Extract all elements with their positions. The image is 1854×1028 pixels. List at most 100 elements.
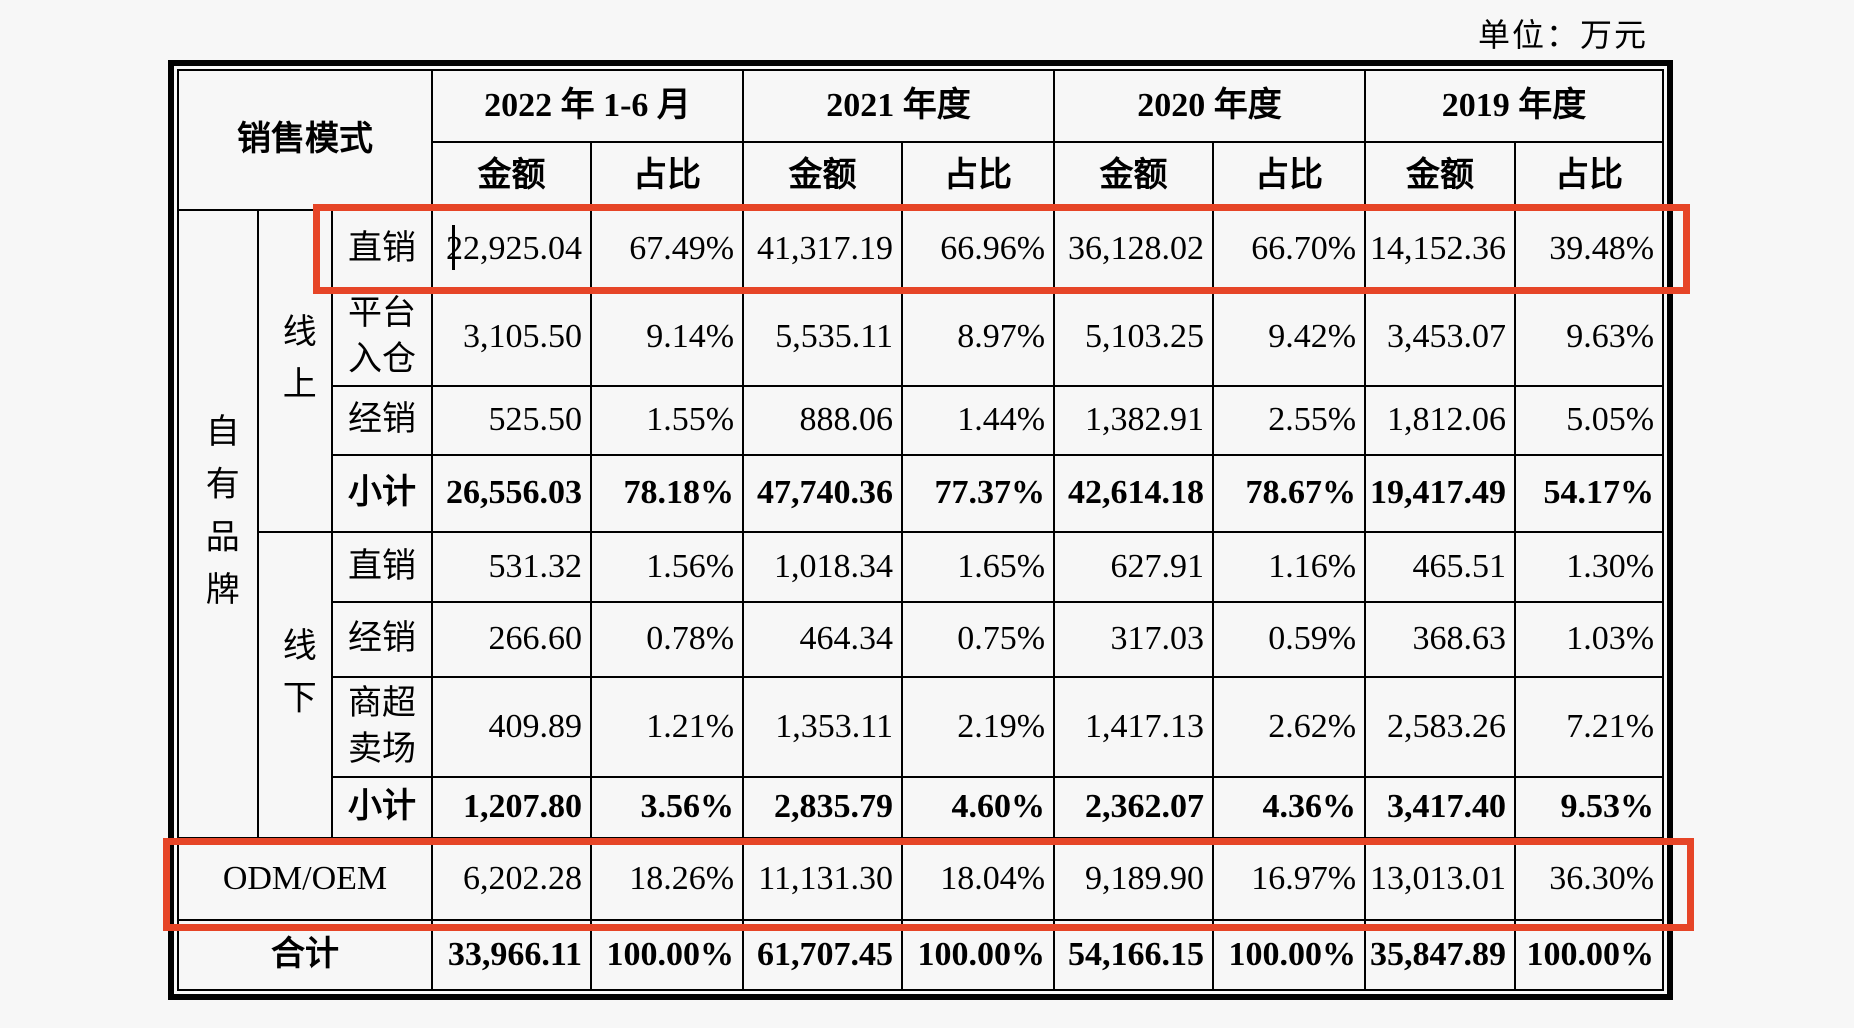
value-cell[interactable]: 100.00% xyxy=(1514,919,1665,991)
value-cell[interactable]: 100.00% xyxy=(589,919,745,991)
row-label[interactable]: 平台入仓 xyxy=(331,287,433,387)
value-cell[interactable]: 39.48% xyxy=(1514,209,1665,289)
value-cell[interactable]: 9,189.90 xyxy=(1053,837,1215,921)
year-header-2022[interactable]: 2022 年 1-6 月 xyxy=(430,69,745,143)
value-cell[interactable]: 525.50 xyxy=(431,385,592,456)
value-cell[interactable]: 888.06 xyxy=(742,385,904,456)
value-cell[interactable]: 26,556.03 xyxy=(431,454,592,533)
row-label[interactable]: 商超卖场 xyxy=(331,676,433,778)
value-cell[interactable]: 368.63 xyxy=(1364,601,1517,678)
value-cell[interactable]: 1.44% xyxy=(901,385,1056,456)
value-cell[interactable]: 5,535.11 xyxy=(742,287,904,387)
value-cell[interactable]: 1.55% xyxy=(589,385,745,456)
value-cell[interactable]: 2.19% xyxy=(901,676,1056,778)
value-cell[interactable]: 18.26% xyxy=(589,837,745,921)
unit-label[interactable]: 单位：万元 xyxy=(1478,17,1649,53)
value-cell[interactable]: 33,966.11 xyxy=(431,919,592,991)
value-cell[interactable]: 2.62% xyxy=(1212,676,1367,778)
value-cell[interactable]: 9.14% xyxy=(589,287,745,387)
value-cell[interactable]: 5.05% xyxy=(1514,385,1665,456)
value-cell[interactable]: 465.51 xyxy=(1364,531,1517,603)
value-cell[interactable]: 1.65% xyxy=(901,531,1056,603)
value-cell[interactable]: 18.04% xyxy=(901,837,1056,921)
value-cell[interactable]: 5,103.25 xyxy=(1053,287,1215,387)
value-cell[interactable]: 1,812.06 xyxy=(1364,385,1517,456)
value-cell[interactable]: 100.00% xyxy=(901,919,1056,991)
value-cell[interactable]: 2,362.07 xyxy=(1053,776,1215,839)
year-header-2021[interactable]: 2021 年度 xyxy=(742,69,1056,143)
stub-header-cell[interactable]: 销售模式 xyxy=(177,69,433,211)
value-cell[interactable]: 3,417.40 xyxy=(1364,776,1517,839)
value-cell[interactable]: 627.91 xyxy=(1053,531,1215,603)
amount-header[interactable]: 金额 xyxy=(1053,141,1215,211)
odm-row-label[interactable]: ODM/OEM xyxy=(177,837,433,921)
value-cell[interactable]: 1.16% xyxy=(1212,531,1367,603)
offline-group-label[interactable]: 线下 xyxy=(257,531,333,839)
value-cell[interactable]: 1,417.13 xyxy=(1053,676,1215,778)
value-cell[interactable]: 2,835.79 xyxy=(742,776,904,839)
year-header-2020[interactable]: 2020 年度 xyxy=(1053,69,1367,143)
value-cell[interactable]: 16.97% xyxy=(1212,837,1367,921)
value-cell[interactable]: 2.55% xyxy=(1212,385,1367,456)
value-cell[interactable]: 9.63% xyxy=(1514,287,1665,387)
value-cell[interactable]: 13,013.01 xyxy=(1364,837,1517,921)
value-cell[interactable]: 0.78% xyxy=(589,601,745,678)
value-cell[interactable]: 11,131.30 xyxy=(742,837,904,921)
year-header-2019[interactable]: 2019 年度 xyxy=(1364,69,1665,143)
value-cell[interactable]: 0.59% xyxy=(1212,601,1367,678)
value-cell[interactable]: 1,018.34 xyxy=(742,531,904,603)
value-cell[interactable]: 67.49% xyxy=(589,209,745,289)
value-cell[interactable]: 41,317.19 xyxy=(742,209,904,289)
value-cell[interactable]: 1.56% xyxy=(589,531,745,603)
amount-header[interactable]: 金额 xyxy=(1364,141,1517,211)
value-cell[interactable]: 54.17% xyxy=(1514,454,1665,533)
total-row-label[interactable]: 合计 xyxy=(177,919,433,991)
online-group-label[interactable]: 线上 xyxy=(257,209,333,533)
value-cell[interactable]: 78.18% xyxy=(589,454,745,533)
amount-header[interactable]: 金额 xyxy=(742,141,904,211)
value-cell[interactable]: 9.53% xyxy=(1514,776,1665,839)
value-cell[interactable]: 4.36% xyxy=(1212,776,1367,839)
value-cell[interactable]: 409.89 xyxy=(431,676,592,778)
value-cell[interactable]: 36.30% xyxy=(1514,837,1665,921)
row-label[interactable]: 经销 xyxy=(331,601,433,678)
value-cell[interactable]: 1,207.80 xyxy=(431,776,592,839)
value-cell[interactable]: 66.96% xyxy=(901,209,1056,289)
value-cell[interactable]: 42,614.18 xyxy=(1053,454,1215,533)
share-header[interactable]: 占比 xyxy=(1514,141,1665,211)
value-cell[interactable]: 3,105.50 xyxy=(431,287,592,387)
value-cell[interactable]: 6,202.28 xyxy=(431,837,592,921)
value-cell[interactable]: 47,740.36 xyxy=(742,454,904,533)
value-cell[interactable]: 14,152.36 xyxy=(1364,209,1517,289)
value-cell[interactable]: 4.60% xyxy=(901,776,1056,839)
value-cell[interactable]: 1,382.91 xyxy=(1053,385,1215,456)
value-cell[interactable]: 61,707.45 xyxy=(742,919,904,991)
amount-header[interactable]: 金额 xyxy=(431,141,592,211)
row-label[interactable]: 经销 xyxy=(331,385,433,456)
value-cell[interactable]: 464.34 xyxy=(742,601,904,678)
value-cell[interactable]: 0.75% xyxy=(901,601,1056,678)
share-header[interactable]: 占比 xyxy=(901,141,1056,211)
share-header[interactable]: 占比 xyxy=(1212,141,1367,211)
value-cell[interactable]: 1.21% xyxy=(589,676,745,778)
value-cell[interactable]: 1.30% xyxy=(1514,531,1665,603)
value-cell[interactable]: 266.60 xyxy=(431,601,592,678)
value-cell[interactable]: 7.21% xyxy=(1514,676,1665,778)
value-cell[interactable]: 100.00% xyxy=(1212,919,1367,991)
row-label[interactable]: 直销 xyxy=(331,531,433,603)
value-cell[interactable]: 3.56% xyxy=(589,776,745,839)
subtotal-label[interactable]: 小计 xyxy=(331,454,433,533)
subtotal-label[interactable]: 小计 xyxy=(331,776,433,839)
value-cell[interactable]: 19,417.49 xyxy=(1364,454,1517,533)
value-cell[interactable]: 531.32 xyxy=(431,531,592,603)
row-label[interactable]: 直销 xyxy=(331,209,433,289)
share-header[interactable]: 占比 xyxy=(589,141,745,211)
value-cell[interactable]: 317.03 xyxy=(1053,601,1215,678)
value-cell[interactable]: 22,925.04 xyxy=(431,209,592,289)
value-cell[interactable]: 77.37% xyxy=(901,454,1056,533)
value-cell[interactable]: 9.42% xyxy=(1212,287,1367,387)
value-cell[interactable]: 2,583.26 xyxy=(1364,676,1517,778)
value-cell[interactable]: 1,353.11 xyxy=(742,676,904,778)
value-cell[interactable]: 8.97% xyxy=(901,287,1056,387)
value-cell[interactable]: 35,847.89 xyxy=(1364,919,1517,991)
